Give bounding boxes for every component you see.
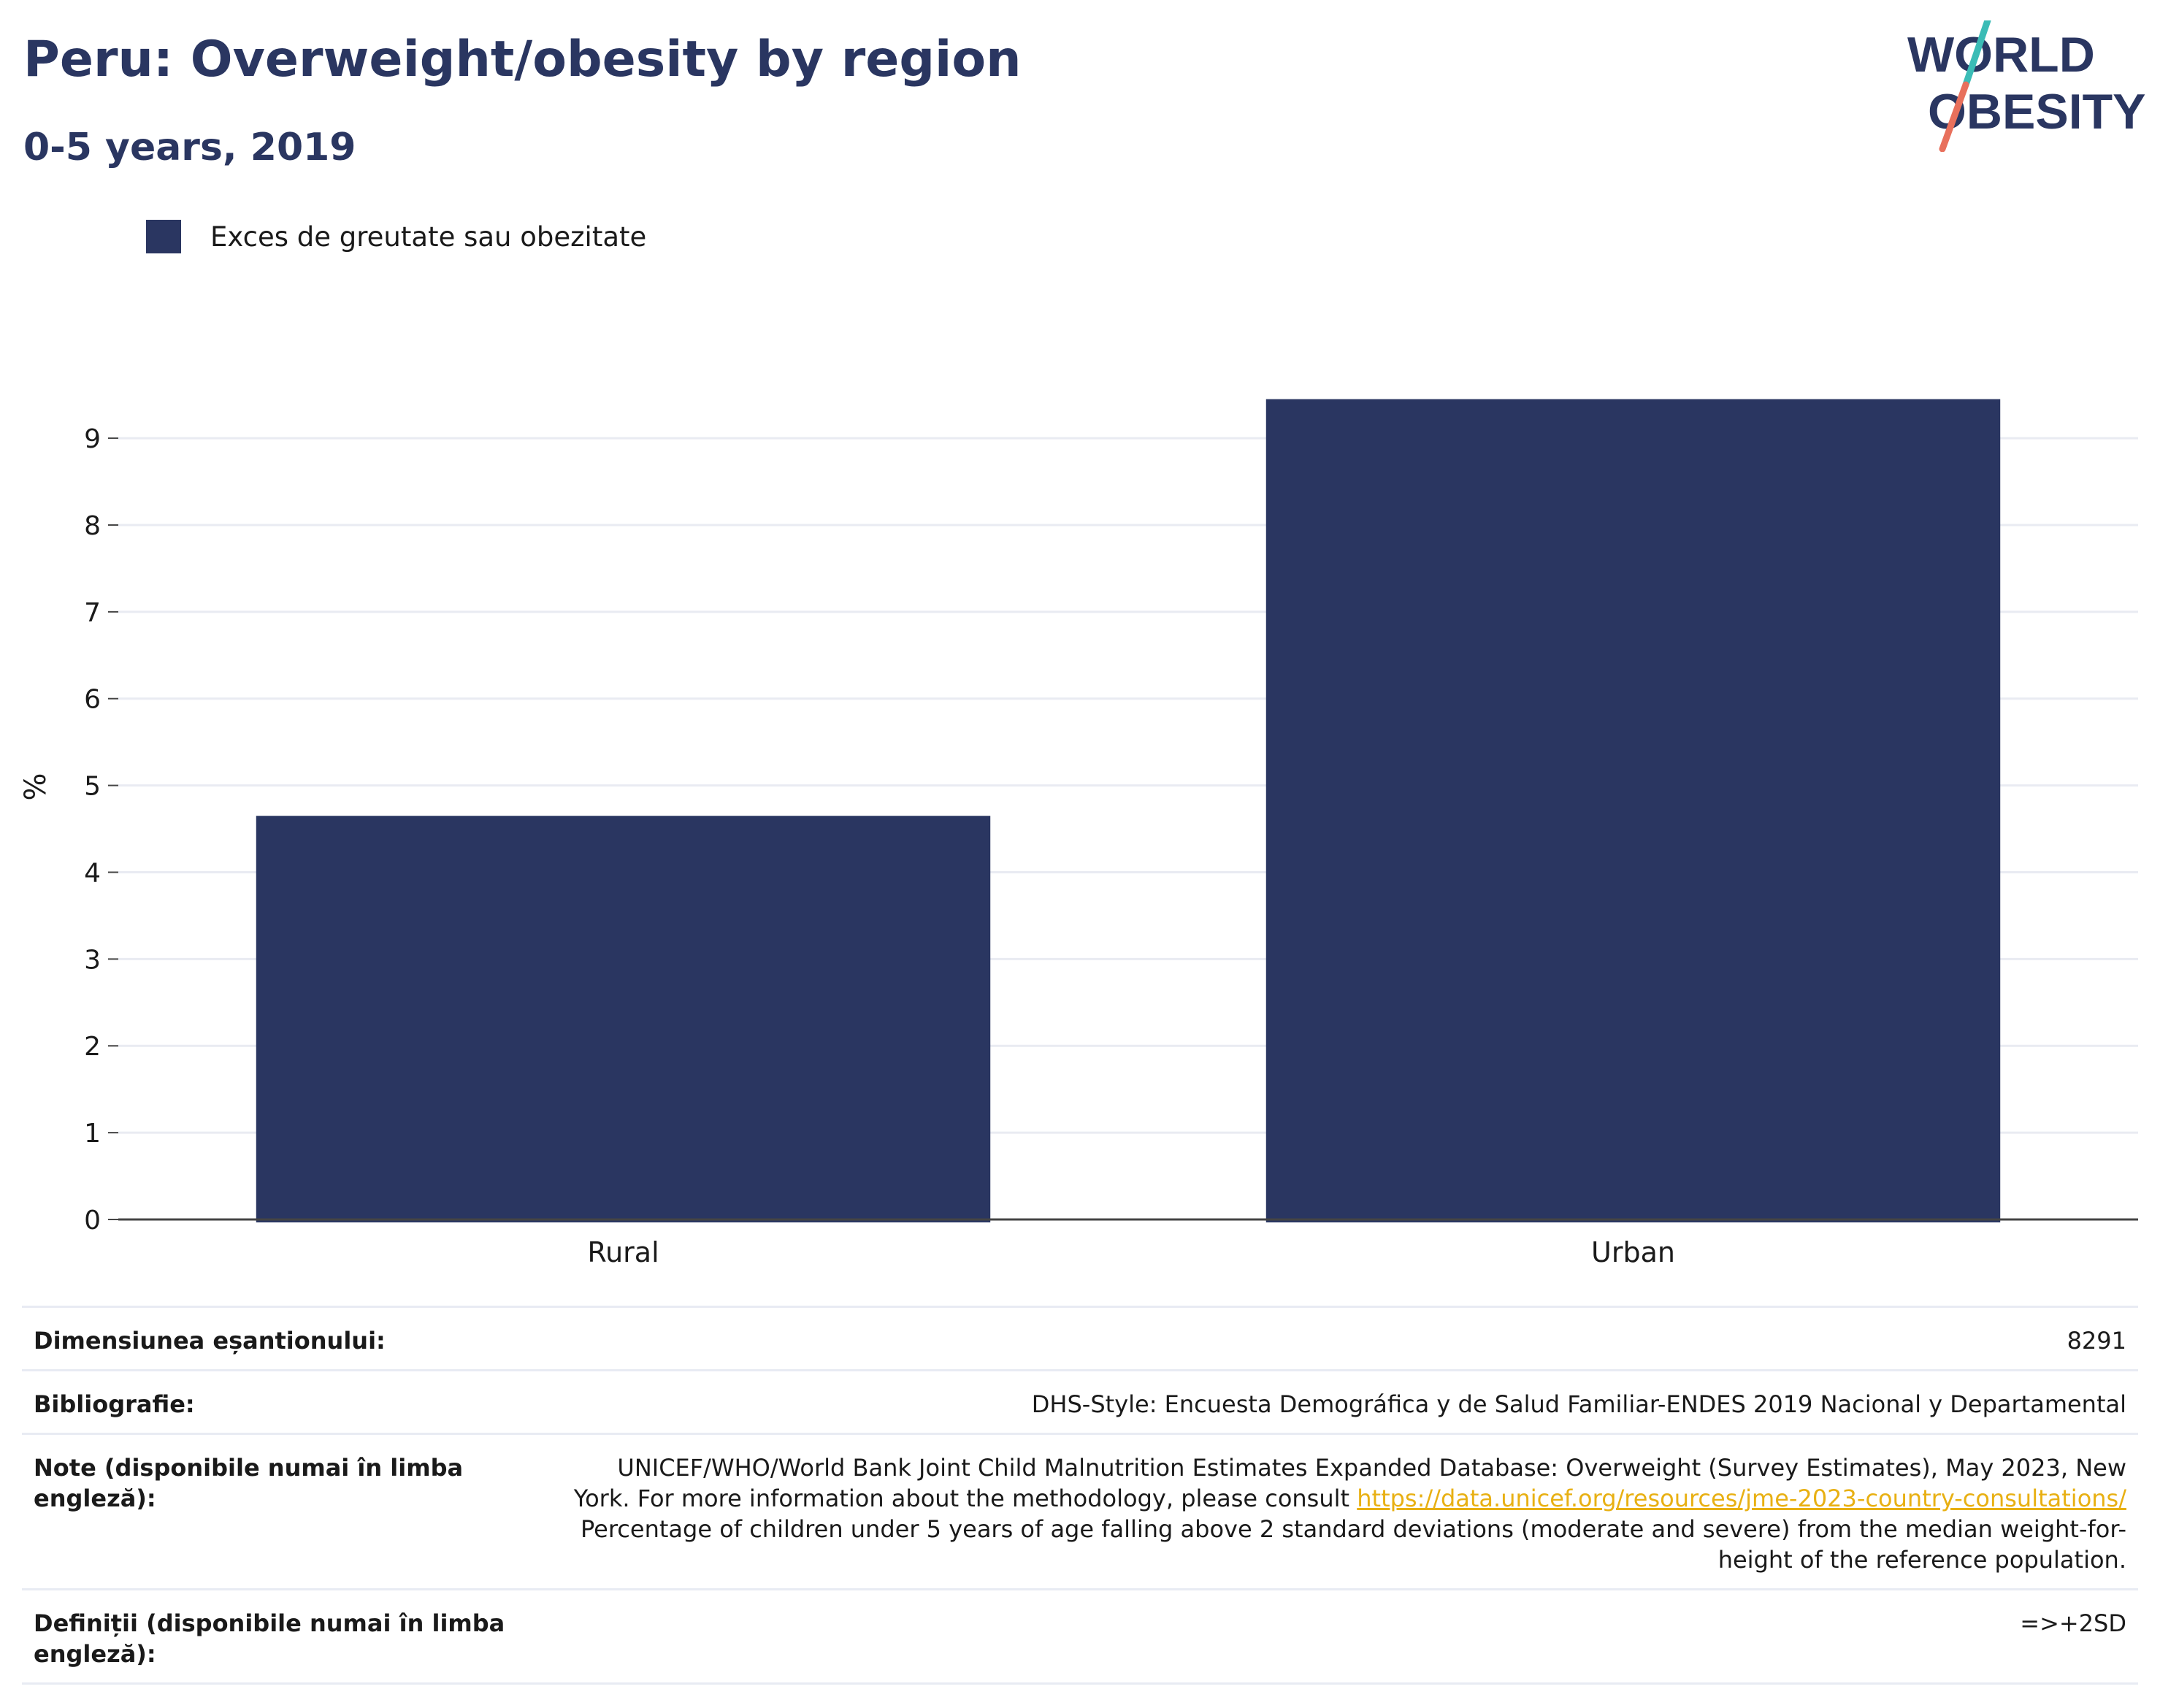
info-table: Dimensiunea eșantionului: 8291 Bibliogra… [22,1306,2138,1685]
definitions-value: =>+2SD [527,1588,2138,1685]
y-tick-label: 7 [84,598,101,628]
bibliography-value: DHS-Style: Encuesta Demográfica y de Sal… [527,1369,2138,1434]
y-tick-label: 4 [84,858,101,888]
legend-swatch [146,220,181,253]
y-axis-ticks: 0 1 2 3 4 5 6 7 8 9 [84,424,118,1236]
legend: Exces de greutate sau obezitate [146,218,646,256]
notes-label: Note (disponibile numai în limba engleză… [22,1433,527,1590]
y-tick-label: 5 [84,772,101,802]
sample-size-value: 8291 [527,1306,2138,1371]
bars [256,399,2001,1222]
logo-text-world: WORLD [1907,27,2095,83]
notes-value: UNICEF/WHO/World Bank Joint Child Malnut… [527,1433,2138,1590]
logo-slash-top [1962,20,1991,88]
bibliography-label: Bibliografie: [22,1369,527,1434]
y-tick-label: 0 [84,1206,101,1236]
notes-methodology-link[interactable]: https://data.unicef.org/resources/jme-20… [1357,1485,2126,1512]
y-tick-label: 3 [84,945,101,975]
bar-rural [256,816,991,1222]
legend-label: Exces de greutate sau obezitate [210,221,647,253]
x-tick-label: Rural [587,1236,659,1268]
info-row-bibliography: Bibliografie: DHS-Style: Encuesta Demogr… [22,1369,2138,1434]
bar-urban [1265,399,2001,1222]
logo-slash-bottom [1939,81,1969,152]
y-tick-label: 6 [84,685,101,715]
x-tick-label: Urban [1591,1236,1675,1268]
notes-line-2: York. For more information about the met… [573,1485,1350,1512]
info-row-definitions: Definiții (disponibile numai în limba en… [22,1588,2138,1685]
bar-chart: 0 1 2 3 4 5 6 7 8 9 Rural Urban % [19,399,2138,1268]
notes-line-3: Percentage of children under 5 years of … [581,1515,2126,1543]
y-tick-label: 2 [84,1032,101,1062]
definitions-label: Definiții (disponibile numai în limba en… [22,1588,527,1685]
info-row-sample-size: Dimensiunea eșantionului: 8291 [22,1306,2138,1371]
notes-line-1: UNICEF/WHO/World Bank Joint Child Malnut… [617,1454,2126,1482]
notes-line-4: height of the reference population. [1717,1546,2126,1574]
chart-title: Peru: Overweight/obesity by region [23,31,1022,88]
x-axis-ticks: Rural Urban [587,1236,1675,1268]
y-tick-label: 8 [84,511,101,541]
sample-size-label: Dimensiunea eșantionului: [22,1306,527,1371]
world-obesity-logo: WORLD OBESITY [1907,20,2146,152]
y-axis-label: % [19,773,53,800]
chart-subtitle: 0-5 years, 2019 [23,126,356,169]
y-tick-label: 9 [84,424,101,454]
info-row-notes: Note (disponibile numai în limba engleză… [22,1433,2138,1590]
y-tick-label: 1 [84,1119,101,1149]
